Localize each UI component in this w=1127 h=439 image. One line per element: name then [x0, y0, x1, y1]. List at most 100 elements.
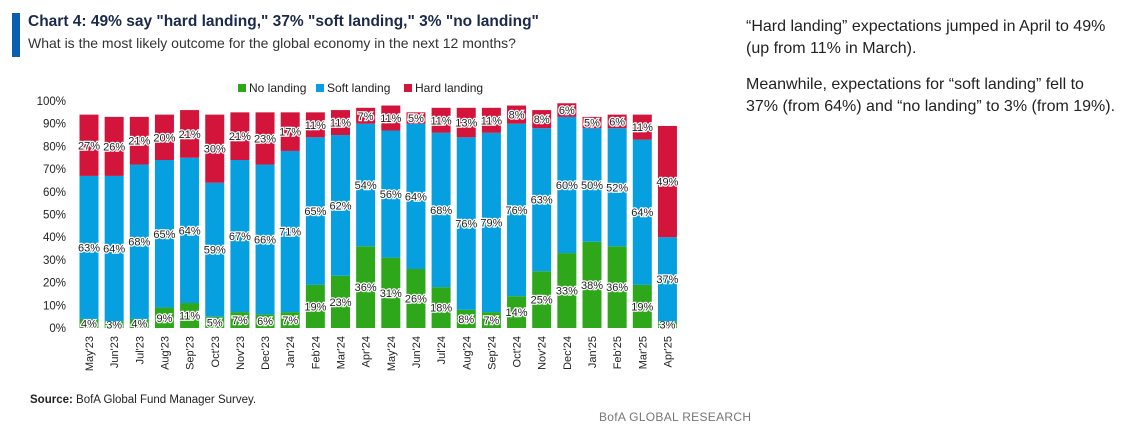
- data-label: 64%: [179, 225, 201, 237]
- bar-segment: [456, 107, 476, 138]
- bar-segment: [331, 275, 350, 328]
- legend-swatch: [404, 84, 412, 92]
- bar-segment: [230, 160, 250, 313]
- data-label: 5%: [584, 118, 600, 130]
- bar-segment: [129, 164, 149, 319]
- bar-segment: [507, 123, 527, 297]
- bar-segment: [632, 284, 652, 328]
- bar-segment: [154, 114, 174, 161]
- data-label: 56%: [380, 189, 402, 201]
- x-tick-label: May'24: [386, 336, 398, 371]
- bar-segment: [406, 123, 426, 269]
- bar-segment: [381, 130, 401, 258]
- data-label: 64%: [103, 244, 125, 256]
- bar-segment: [607, 114, 627, 129]
- data-label: 21%: [128, 136, 150, 148]
- data-label: 6%: [559, 105, 575, 117]
- data-label: 9%: [156, 313, 172, 325]
- bar-segment: [255, 164, 275, 315]
- data-label: 4%: [131, 318, 147, 330]
- bar-segment: [205, 316, 225, 328]
- data-label: 62%: [329, 200, 351, 212]
- data-label: 65%: [304, 206, 326, 218]
- bar-segment: [180, 110, 200, 158]
- data-label: 11%: [305, 120, 326, 132]
- bar-segment: [456, 137, 476, 310]
- y-tick-label: 60%: [43, 187, 66, 199]
- bar-segment: [406, 112, 426, 124]
- data-label: 7%: [282, 315, 298, 327]
- data-label: 19%: [304, 301, 326, 313]
- data-label: 50%: [581, 180, 603, 192]
- x-tick-label: Mar'25: [637, 336, 649, 369]
- y-tick-label: 10%: [43, 300, 66, 312]
- data-label: 23%: [329, 297, 351, 309]
- data-label: 68%: [128, 237, 150, 249]
- data-label: 64%: [631, 207, 653, 219]
- data-label: 23%: [254, 133, 276, 145]
- data-label: 36%: [606, 282, 628, 294]
- legend-label: Hard landing: [415, 81, 483, 95]
- bar-segment: [79, 175, 99, 319]
- bar-segment: [79, 318, 99, 328]
- bar-segment: [381, 257, 401, 328]
- chart-title: Chart 4: 49% say "hard landing," 37% "so…: [28, 13, 539, 30]
- data-label: 7%: [483, 315, 499, 327]
- source-note: Source: BofA Global Fund Manager Survey.: [30, 394, 256, 406]
- x-tick-label: Dec'24: [562, 336, 574, 370]
- data-label: 21%: [179, 129, 201, 141]
- data-label: 13%: [455, 118, 477, 130]
- data-label: 59%: [204, 245, 226, 257]
- data-label: 68%: [430, 205, 452, 217]
- data-label: 7%: [232, 315, 248, 327]
- bar-segment: [230, 112, 250, 161]
- x-tick-label: Apr'25: [662, 336, 674, 367]
- bar-segment: [582, 116, 602, 129]
- data-label: 63%: [531, 195, 553, 207]
- bar-segment: [79, 114, 99, 176]
- bar-segment: [331, 135, 350, 276]
- x-tick-label: Sep'23: [185, 336, 197, 370]
- x-tick-label: May'23: [84, 336, 96, 371]
- data-label: 21%: [229, 131, 251, 143]
- x-tick-label: Oct'23: [210, 336, 222, 367]
- data-label: 26%: [103, 141, 125, 153]
- bar-segment: [406, 268, 426, 328]
- data-label: 26%: [405, 293, 427, 305]
- bar-segment: [582, 128, 602, 242]
- title-accent-bar: [12, 13, 20, 57]
- bar-segment: [381, 105, 401, 131]
- data-label: 71%: [279, 227, 301, 239]
- bar-segment: [129, 116, 149, 165]
- x-tick-label: Sep'24: [486, 336, 498, 370]
- bar-segment: [557, 253, 577, 328]
- y-tick-label: 90%: [43, 119, 66, 131]
- bar-segment: [280, 150, 300, 313]
- bar-segment: [255, 112, 275, 165]
- source-text: BofA Global Fund Manager Survey.: [72, 394, 257, 406]
- bar-segment: [507, 105, 527, 124]
- bar-segment: [481, 312, 501, 328]
- data-label: 11%: [330, 118, 351, 130]
- bar-segment: [205, 182, 225, 317]
- commentary: “Hard landing” expectations jumped in Ap…: [746, 16, 1118, 132]
- y-tick-label: 50%: [43, 210, 66, 222]
- x-tick-label: Aug'23: [159, 336, 171, 370]
- bar-segment: [557, 116, 577, 254]
- bar-segment: [632, 114, 652, 140]
- source-label: Source:: [30, 394, 73, 406]
- data-label: 67%: [229, 231, 251, 243]
- data-label: 66%: [254, 234, 276, 246]
- bar-segment: [431, 107, 451, 133]
- data-label: 11%: [481, 115, 502, 127]
- bar-segment: [356, 123, 376, 247]
- data-label: 11%: [430, 115, 451, 127]
- legend-swatch: [316, 84, 324, 92]
- data-label: 17%: [279, 127, 301, 139]
- data-label: 76%: [455, 219, 477, 231]
- bar-segment: [129, 318, 149, 328]
- bar-segment: [657, 237, 677, 322]
- x-tick-label: Jul'23: [134, 336, 146, 364]
- y-tick-label: 30%: [43, 255, 66, 267]
- bar-segment: [104, 321, 124, 328]
